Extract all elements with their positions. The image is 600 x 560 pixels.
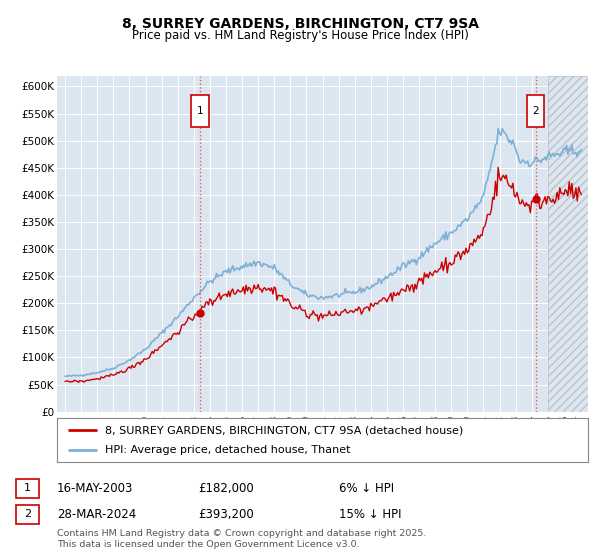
Text: £182,000: £182,000 <box>198 482 254 495</box>
FancyBboxPatch shape <box>527 95 544 127</box>
Text: 1: 1 <box>24 483 31 493</box>
Bar <box>548 76 588 412</box>
Text: 28-MAR-2024: 28-MAR-2024 <box>57 507 136 521</box>
Text: Contains HM Land Registry data © Crown copyright and database right 2025.
This d: Contains HM Land Registry data © Crown c… <box>57 529 427 549</box>
Text: 8, SURREY GARDENS, BIRCHINGTON, CT7 9SA (detached house): 8, SURREY GARDENS, BIRCHINGTON, CT7 9SA … <box>105 425 463 435</box>
Text: 16-MAY-2003: 16-MAY-2003 <box>57 482 133 495</box>
FancyBboxPatch shape <box>191 95 209 127</box>
Text: 6% ↓ HPI: 6% ↓ HPI <box>339 482 394 495</box>
Text: 2: 2 <box>532 106 539 116</box>
Text: Price paid vs. HM Land Registry's House Price Index (HPI): Price paid vs. HM Land Registry's House … <box>131 29 469 42</box>
Text: 2: 2 <box>24 509 31 519</box>
Text: HPI: Average price, detached house, Thanet: HPI: Average price, detached house, Than… <box>105 445 350 455</box>
Text: 15% ↓ HPI: 15% ↓ HPI <box>339 507 401 521</box>
Text: 8, SURREY GARDENS, BIRCHINGTON, CT7 9SA: 8, SURREY GARDENS, BIRCHINGTON, CT7 9SA <box>121 17 479 31</box>
Text: 1: 1 <box>196 106 203 116</box>
Text: £393,200: £393,200 <box>198 507 254 521</box>
